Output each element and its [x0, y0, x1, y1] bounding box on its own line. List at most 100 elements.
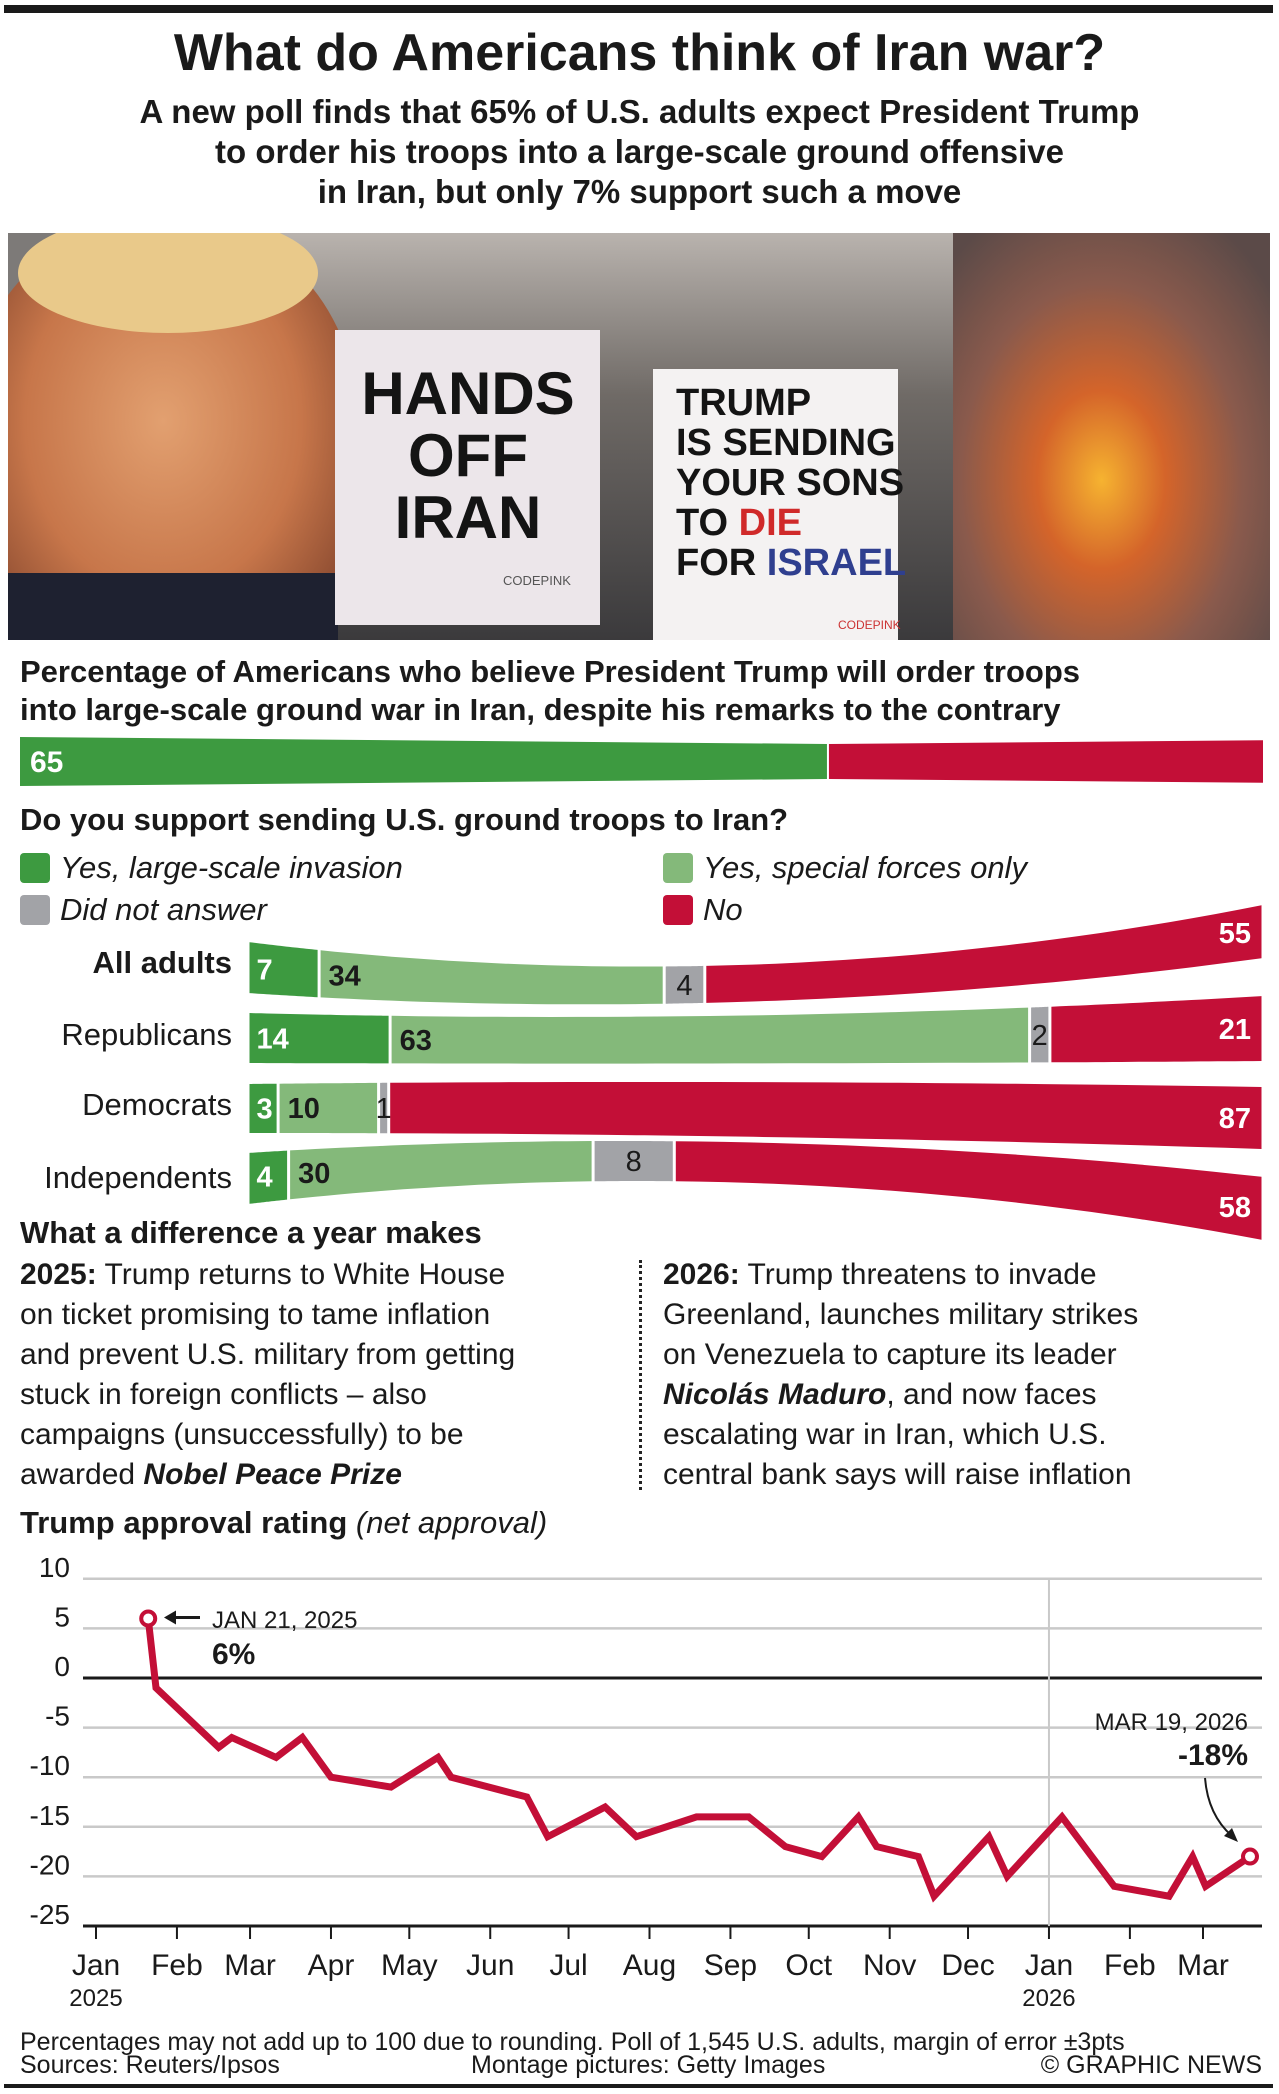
- bar-no: [390, 1082, 1262, 1149]
- photo-montage: HANDS OFF IRAN CODEPINK TRUMP IS SENDING…: [8, 233, 1270, 640]
- legend-swatch-special-forces: [663, 853, 693, 883]
- bar-special-forces: [320, 950, 663, 1005]
- sign-right-word: TO: [676, 502, 729, 544]
- annotation-date: JAN 21, 2025: [212, 1607, 357, 1634]
- x-tick-label: Jan: [72, 1949, 120, 1982]
- expect-bar-chart: 65: [20, 737, 1263, 786]
- bar-large-invasion: [249, 942, 318, 998]
- sign-left-line: OFF: [408, 422, 528, 489]
- subtitle-line: A new poll finds that 65% of U.S. adults…: [139, 93, 1140, 130]
- sign-right-line: YOUR SONS: [676, 462, 905, 504]
- sign-right-line: IS SENDING: [676, 422, 896, 464]
- text-line: on ticket promising to tame inflation: [20, 1298, 491, 1331]
- x-tick-label: Mar: [1177, 1949, 1229, 1982]
- column-divider: [639, 1260, 642, 1490]
- bar-no: [1051, 996, 1262, 1063]
- bar-special-forces: [279, 1082, 378, 1134]
- sign-trump-sending: [653, 369, 898, 640]
- lead-2026: 2026:: [663, 1258, 740, 1291]
- bar-special-forces: [290, 1141, 592, 1200]
- y-tick-label: 0: [54, 1651, 70, 1682]
- legend-label: Yes, special forces only: [703, 850, 1027, 885]
- expect-question-line: Percentage of Americans who believe Pres…: [20, 654, 1081, 689]
- x-tick-label: Nov: [863, 1949, 916, 1982]
- expect-value-label: 65: [30, 746, 63, 779]
- legend-swatch-did-not-answer: [20, 895, 50, 925]
- curved-arrow-icon: [1204, 1777, 1233, 1837]
- bar-value-label: 34: [329, 961, 361, 993]
- bar-value-label: 14: [257, 1023, 289, 1055]
- bar-value-label: 87: [1219, 1103, 1251, 1135]
- sign-left-brand: CODEPINK: [503, 573, 571, 588]
- y-tick-label: -20: [30, 1849, 70, 1880]
- x-tick-label: Jan: [1025, 1949, 1073, 1982]
- sign-right-line: TRUMP: [676, 382, 812, 424]
- row-label-democrats: Democrats: [82, 1087, 232, 1122]
- legend-label: Yes, large-scale invasion: [60, 850, 403, 885]
- y-tick-label: -25: [30, 1899, 70, 1930]
- bar-did-not-answer: [380, 1082, 388, 1134]
- start-point-marker: [139, 1609, 158, 1628]
- x-tick-label: Jun: [466, 1949, 514, 1982]
- annotation-value: -18%: [1178, 1739, 1248, 1772]
- x-tick-label: Mar: [224, 1949, 276, 1982]
- portrait-right: [953, 233, 1270, 640]
- bar-value-label: 7: [257, 954, 273, 986]
- page-title: What do Americans think of Iran war?: [173, 24, 1106, 82]
- portrait-left-hair: [18, 233, 318, 333]
- x-tick-label: Apr: [308, 1949, 355, 1982]
- footnote: Percentages may not add up to 100 due to…: [20, 2028, 1125, 2056]
- year-label: 2025: [69, 1985, 122, 2012]
- bar-value-label: 30: [298, 1158, 330, 1190]
- sign-right-word: ISRAEL: [766, 542, 907, 584]
- bottom-rule: [4, 2084, 1273, 2088]
- chart-title: Trump approval rating (net approval): [20, 1504, 547, 1542]
- bar-special-forces: [391, 1007, 1029, 1064]
- x-tick-label: Dec: [941, 1949, 994, 1982]
- x-tick-label: Oct: [785, 1949, 832, 1982]
- bar-large-invasion: [249, 1013, 389, 1064]
- emphasis-nobel-prize: Nobel Peace Prize: [143, 1458, 402, 1491]
- legend-label: No: [703, 892, 743, 927]
- sign-right-word: FOR: [676, 542, 757, 584]
- legend-swatch-large-invasion: [20, 853, 50, 883]
- x-tick-label: Jul: [549, 1949, 587, 1982]
- expect-question-line: into large-scale ground war in Iran, des…: [20, 692, 1061, 727]
- text-line: stuck in foreign conflicts – also: [20, 1378, 427, 1411]
- subtitle-line: in Iran, but only 7% support such a move: [317, 173, 962, 210]
- sources: Sources: Reuters/Ipsos: [20, 2051, 280, 2079]
- text-2026: 2026: Trump threatens to invade Greenlan…: [663, 1256, 1138, 1494]
- x-tick-label: Aug: [623, 1949, 676, 1982]
- support-bar-chart: 7 34 4 55 14 63 2 21 3 10 1 87 4 30 8 58: [249, 905, 1262, 1240]
- bar-value-label: 1: [376, 1093, 392, 1125]
- text-line: Greenland, launches military strikes: [663, 1298, 1139, 1331]
- x-tick-label: Sep: [704, 1949, 757, 1982]
- y-tick-label: 10: [39, 1552, 70, 1583]
- expect-bar-rest: [828, 740, 1263, 783]
- legend-label: Did not answer: [60, 892, 267, 927]
- text-line: escalating war in Iran, which U.S.: [663, 1418, 1107, 1451]
- bar-did-not-answer: [594, 1141, 673, 1182]
- text-line: and prevent U.S. military from getting: [20, 1338, 516, 1371]
- bar-no: [706, 905, 1262, 1003]
- bar-value-label: 21: [1219, 1014, 1251, 1046]
- copyright: © GRAPHIC NEWS: [1040, 2051, 1262, 2079]
- text-line: , and now faces: [886, 1378, 1097, 1411]
- bar-value-label: 3: [257, 1093, 273, 1125]
- sign-right-brand: CODEPINK: [838, 618, 901, 632]
- x-tick-label: Feb: [1104, 1949, 1156, 1982]
- bar-value-label: 4: [676, 970, 692, 1002]
- text-line: awarded: [20, 1458, 144, 1491]
- top-rule: [4, 5, 1273, 13]
- chart-title-note: (net approval): [355, 1505, 548, 1540]
- bar-did-not-answer: [665, 965, 704, 1004]
- subtitle-line: to order his troops into a large-scale g…: [215, 133, 1064, 170]
- y-tick-label: -15: [30, 1800, 70, 1831]
- x-tick-label: May: [381, 1949, 438, 1982]
- annotation-value: 6%: [212, 1638, 255, 1671]
- sign-left-line: IRAN: [394, 484, 542, 551]
- text-line: Trump returns to White House: [96, 1258, 506, 1291]
- bar-value-label: 63: [400, 1025, 432, 1057]
- sign-right-word: DIE: [738, 502, 803, 544]
